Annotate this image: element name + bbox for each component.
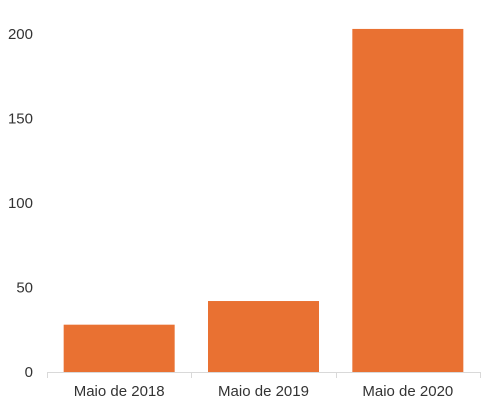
bar-maio-de-2018	[63, 324, 175, 372]
bar-maio-de-2020	[352, 28, 464, 373]
x-category-label: Maio de 2018	[74, 383, 165, 400]
x-category-label: Maio de 2020	[362, 383, 453, 400]
x-category-label: Maio de 2019	[218, 383, 309, 400]
y-tick-label: 100	[8, 195, 33, 212]
y-tick-label: 200	[8, 26, 33, 43]
bar-maio-de-2019	[208, 301, 319, 372]
y-tick-label: 150	[8, 111, 33, 128]
y-tick-label: 0	[25, 364, 33, 381]
y-tick-label: 50	[16, 280, 33, 297]
